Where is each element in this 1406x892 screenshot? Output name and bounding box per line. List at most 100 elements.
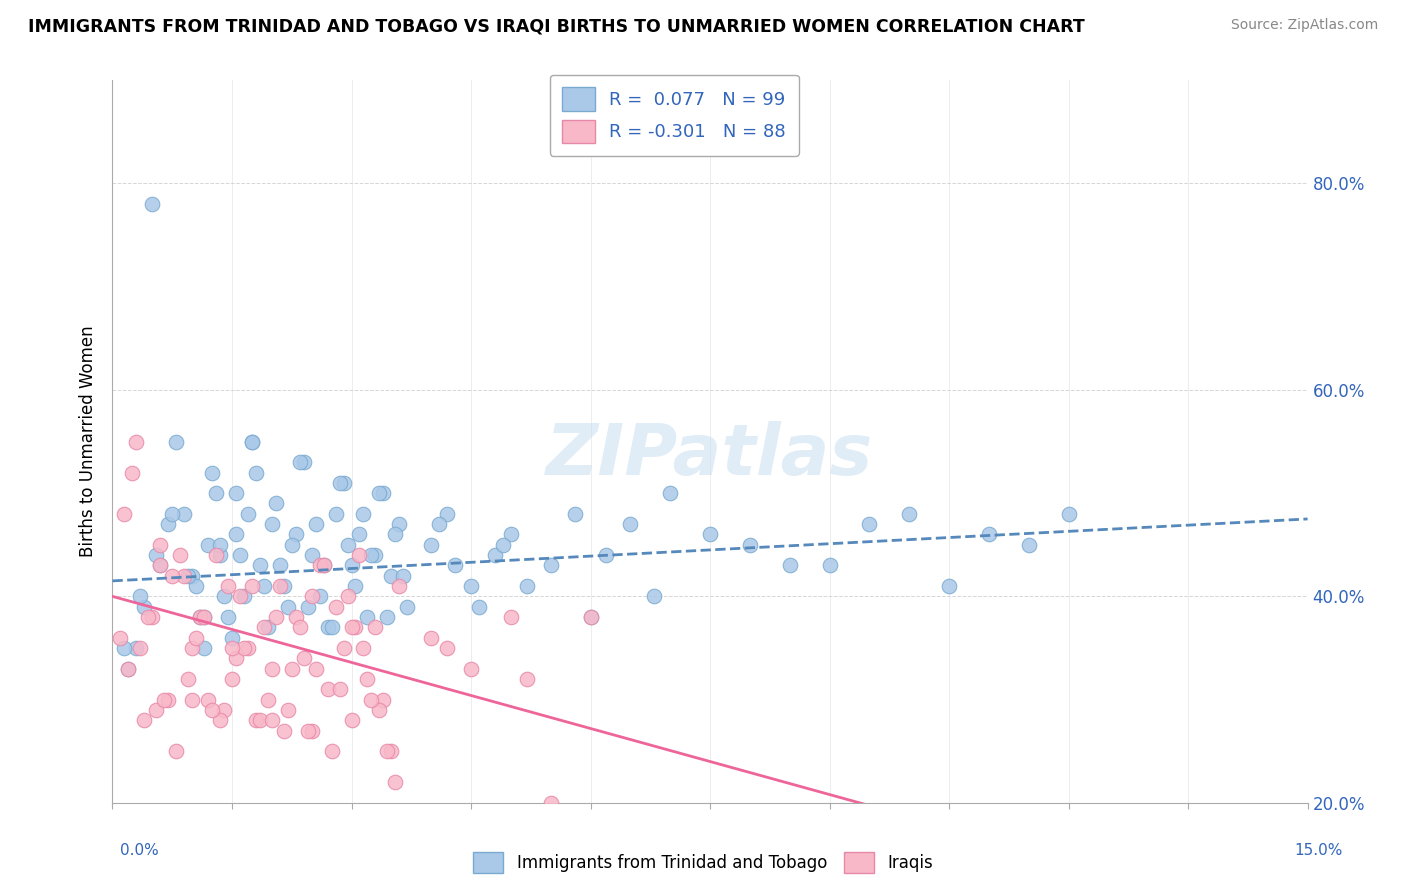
Text: ZIPatlas: ZIPatlas	[547, 422, 873, 491]
Point	[388, 517, 411, 532]
Point	[193, 640, 215, 655]
Point	[236, 507, 259, 521]
Point	[1057, 507, 1080, 521]
Point	[336, 590, 359, 604]
Point	[340, 620, 363, 634]
Point	[233, 640, 256, 655]
Point	[273, 723, 295, 738]
Point	[301, 723, 323, 738]
Point	[240, 434, 263, 449]
Point	[373, 486, 395, 500]
Point	[225, 486, 247, 500]
Point	[225, 651, 247, 665]
Point	[316, 682, 339, 697]
Point	[264, 496, 287, 510]
Point	[492, 538, 515, 552]
Point	[329, 682, 352, 697]
Point	[269, 558, 291, 573]
Point	[264, 610, 287, 624]
Point	[384, 527, 406, 541]
Point	[233, 590, 256, 604]
Point	[325, 507, 347, 521]
Point	[377, 744, 399, 758]
Point	[938, 579, 960, 593]
Point	[245, 466, 267, 480]
Point	[165, 744, 187, 758]
Point	[364, 548, 387, 562]
Point	[659, 847, 682, 862]
Point	[332, 640, 354, 655]
Point	[260, 517, 283, 532]
Point	[110, 631, 132, 645]
Point	[162, 568, 183, 582]
Point	[281, 662, 304, 676]
Point	[284, 527, 307, 541]
Point	[436, 640, 458, 655]
Point	[329, 475, 352, 490]
Point	[352, 507, 374, 521]
Point	[205, 548, 228, 562]
Point	[281, 538, 304, 552]
Point	[153, 692, 176, 706]
Point	[312, 558, 335, 573]
Point	[188, 610, 211, 624]
Point	[619, 816, 641, 830]
Point	[779, 558, 801, 573]
Point	[292, 651, 315, 665]
Point	[173, 568, 195, 582]
Point	[141, 610, 163, 624]
Point	[129, 590, 152, 604]
Point	[221, 672, 243, 686]
Point	[977, 527, 1000, 541]
Point	[460, 662, 482, 676]
Point	[516, 672, 538, 686]
Point	[269, 579, 291, 593]
Point	[377, 610, 399, 624]
Point	[499, 610, 522, 624]
Point	[162, 507, 183, 521]
Point	[125, 434, 148, 449]
Point	[249, 558, 271, 573]
Point	[316, 620, 339, 634]
Point	[181, 568, 204, 582]
Point	[209, 538, 232, 552]
Text: 0.0%: 0.0%	[120, 843, 159, 858]
Point	[540, 796, 562, 810]
Point	[181, 640, 204, 655]
Point	[260, 662, 283, 676]
Point	[253, 620, 276, 634]
Point	[181, 692, 204, 706]
Point	[373, 692, 395, 706]
Point	[217, 610, 239, 624]
Point	[212, 590, 235, 604]
Y-axis label: Births to Unmarried Women: Births to Unmarried Women	[79, 326, 97, 558]
Point	[380, 744, 402, 758]
Point	[340, 713, 363, 727]
Point	[273, 579, 295, 593]
Point	[149, 558, 172, 573]
Point	[253, 579, 276, 593]
Point	[858, 517, 880, 532]
Point	[301, 590, 323, 604]
Point	[114, 640, 135, 655]
Point	[356, 672, 378, 686]
Point	[427, 517, 450, 532]
Point	[325, 599, 347, 614]
Point	[229, 590, 252, 604]
Point	[321, 744, 343, 758]
Point	[396, 599, 419, 614]
Point	[564, 507, 586, 521]
Point	[436, 507, 458, 521]
Point	[173, 507, 195, 521]
Point	[157, 692, 180, 706]
Point	[260, 713, 283, 727]
Point	[699, 857, 721, 871]
Point	[540, 558, 562, 573]
Point	[344, 620, 367, 634]
Point	[149, 538, 172, 552]
Point	[643, 590, 665, 604]
Point	[240, 579, 263, 593]
Point	[898, 507, 921, 521]
Point	[579, 610, 602, 624]
Point	[114, 507, 135, 521]
